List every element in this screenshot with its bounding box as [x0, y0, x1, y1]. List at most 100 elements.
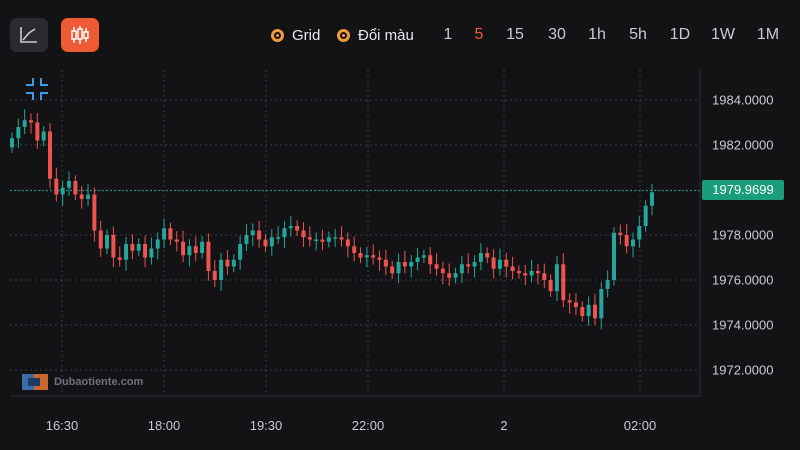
- x-tick-label: 19:30: [250, 418, 283, 433]
- candle-body: [174, 239, 179, 242]
- candle-body: [181, 241, 186, 256]
- candle-body: [573, 302, 578, 307]
- candle-body: [86, 194, 91, 199]
- candle: [491, 249, 496, 279]
- candle: [504, 252, 509, 278]
- timeframe-5h[interactable]: 5h: [629, 26, 647, 43]
- candle: [339, 226, 344, 247]
- candle: [181, 230, 186, 263]
- candle-body: [637, 226, 642, 240]
- candle-body: [643, 205, 648, 226]
- candle-body: [225, 259, 230, 267]
- candle: [611, 227, 616, 286]
- candle-body: [320, 239, 325, 242]
- candle: [643, 200, 648, 232]
- grid-toggle[interactable]: Grid: [271, 24, 320, 46]
- candle: [472, 255, 477, 278]
- candle: [174, 231, 179, 252]
- candle-body: [10, 138, 14, 148]
- candle: [485, 247, 490, 264]
- timeframe-1h[interactable]: 1h: [588, 26, 606, 43]
- candle: [301, 222, 306, 247]
- timeframe-1m[interactable]: 1M: [756, 26, 780, 43]
- candle-body: [314, 239, 319, 241]
- candle-body: [523, 273, 528, 276]
- candle-body: [618, 232, 623, 235]
- candle-body: [282, 228, 287, 238]
- candle-body: [257, 230, 262, 240]
- chart-toolbar: Grid Đổi màu 1 5 15 30 1h 5h 1D 1W 1M: [0, 0, 800, 70]
- color-toggle[interactable]: Đổi màu: [337, 24, 414, 46]
- candle-body: [580, 307, 585, 316]
- candlestick-button[interactable]: [61, 18, 99, 52]
- candle-body: [459, 264, 464, 274]
- candle: [111, 226, 116, 268]
- timeframe-30[interactable]: 30: [548, 26, 566, 43]
- candle-body: [453, 273, 458, 278]
- candle: [523, 264, 528, 286]
- candle: [447, 263, 452, 287]
- candle: [231, 254, 236, 273]
- timeframe-5[interactable]: 5: [474, 26, 484, 43]
- timeframe-1w[interactable]: 1W: [711, 26, 735, 43]
- watermark: Dubaotiente.com: [20, 370, 143, 394]
- candle: [117, 246, 122, 267]
- candle: [60, 180, 65, 206]
- timeframe-1d[interactable]: 1D: [669, 26, 691, 43]
- candle-body: [586, 304, 591, 316]
- candle-body: [605, 280, 610, 289]
- candle-body: [48, 131, 53, 179]
- candle: [352, 236, 357, 262]
- candle-body: [92, 194, 97, 231]
- candle: [402, 250, 407, 274]
- candle-body: [54, 178, 59, 195]
- candle: [333, 228, 338, 247]
- candle: [314, 232, 319, 251]
- y-tick-label: 1974.0000: [712, 318, 773, 333]
- candle: [155, 232, 160, 260]
- candle-body: [250, 230, 255, 235]
- candle: [396, 253, 401, 283]
- candle-body: [377, 257, 382, 260]
- x-tick-label: 22:00: [352, 418, 385, 433]
- candle-body: [149, 248, 154, 258]
- candle-body: [200, 241, 205, 253]
- candle: [200, 236, 205, 259]
- timeframe-1[interactable]: 1: [443, 26, 453, 43]
- candle-body: [358, 253, 363, 258]
- line-chart-button[interactable]: [10, 18, 48, 52]
- candle: [377, 250, 382, 271]
- axis-labels: 16:30 18:00 19:30 22:00 2 02:00 1984.0000 1982.…: [46, 93, 774, 434]
- candle: [358, 247, 363, 264]
- candle-body: [611, 232, 616, 280]
- radio-icon: [271, 28, 284, 42]
- candle-body: [35, 122, 40, 141]
- candle-body: [447, 273, 452, 278]
- candle: [592, 293, 597, 326]
- candle-body: [269, 237, 274, 247]
- candle-body: [288, 226, 293, 229]
- candle: [263, 233, 268, 252]
- candle: [206, 233, 211, 281]
- candle-body: [187, 246, 192, 256]
- candle-body: [339, 237, 344, 240]
- candle: [98, 220, 103, 257]
- fullscreen-icon[interactable]: [25, 77, 49, 106]
- candle-body: [206, 241, 211, 271]
- candle: [624, 223, 629, 254]
- candle-body: [421, 255, 426, 258]
- candle-body: [168, 228, 173, 240]
- candle: [35, 112, 40, 149]
- candle: [409, 255, 414, 278]
- candle-body: [79, 194, 84, 199]
- candle-body: [238, 244, 243, 260]
- y-tick-label: 1984.0000: [712, 93, 773, 108]
- candle: [371, 244, 376, 265]
- candle-body: [466, 264, 471, 267]
- candle-body: [16, 127, 21, 139]
- timeframe-15[interactable]: 15: [506, 26, 524, 43]
- candle-body: [263, 239, 268, 247]
- candle-body: [383, 259, 388, 267]
- candle: [535, 264, 540, 285]
